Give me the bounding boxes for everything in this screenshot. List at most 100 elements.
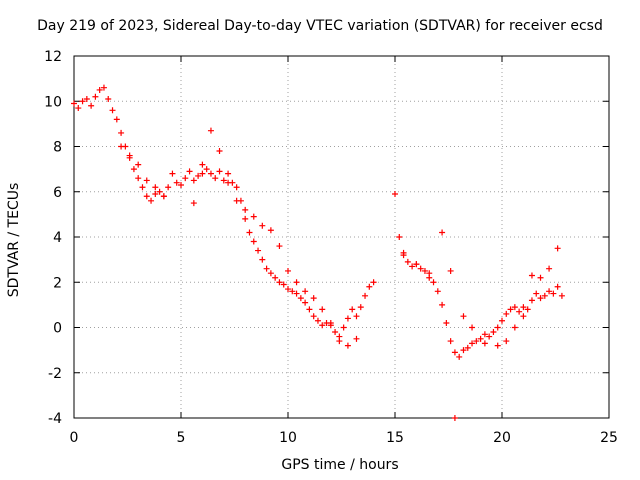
data-point bbox=[199, 170, 206, 177]
data-point bbox=[96, 86, 103, 93]
data-point bbox=[520, 304, 527, 311]
data-point bbox=[366, 283, 373, 290]
data-point bbox=[118, 143, 125, 150]
data-point bbox=[267, 227, 274, 234]
data-point bbox=[118, 129, 125, 136]
data-point bbox=[413, 261, 420, 268]
data-point bbox=[430, 279, 437, 286]
data-point bbox=[212, 175, 219, 182]
data-point bbox=[460, 313, 467, 320]
data-point bbox=[178, 181, 184, 188]
data-point bbox=[143, 193, 150, 200]
data-point bbox=[216, 168, 223, 175]
data-point bbox=[434, 288, 441, 295]
data-point bbox=[344, 342, 351, 349]
data-point bbox=[464, 344, 471, 351]
data-point bbox=[306, 306, 313, 313]
data-point bbox=[225, 170, 232, 177]
data-point bbox=[160, 193, 167, 200]
data-point bbox=[537, 295, 544, 302]
data-point bbox=[362, 292, 369, 299]
x-tick-label: 25 bbox=[600, 430, 618, 446]
data-point bbox=[207, 170, 214, 177]
data-point bbox=[139, 184, 146, 191]
data-point bbox=[528, 297, 535, 304]
data-point bbox=[447, 267, 454, 274]
data-point bbox=[511, 324, 518, 331]
y-tick-label: 12 bbox=[44, 49, 62, 65]
data-point bbox=[152, 184, 159, 191]
y-tick-label: 2 bbox=[53, 275, 62, 291]
data-point bbox=[494, 324, 501, 331]
data-point bbox=[503, 310, 510, 317]
data-point bbox=[370, 279, 377, 286]
data-point bbox=[148, 197, 155, 204]
data-point bbox=[353, 313, 360, 320]
data-point bbox=[135, 175, 142, 182]
data-point bbox=[319, 322, 326, 329]
data-point bbox=[314, 317, 321, 324]
x-tick-label: 0 bbox=[70, 430, 79, 446]
data-point bbox=[332, 329, 339, 336]
data-point bbox=[503, 338, 510, 345]
y-axis-label: SDTVAR / TECUs bbox=[6, 182, 22, 298]
data-point bbox=[109, 107, 116, 114]
y-tick-label: 0 bbox=[53, 321, 62, 337]
y-tick-label: 4 bbox=[53, 230, 62, 246]
data-point bbox=[344, 315, 351, 322]
data-point bbox=[550, 290, 557, 297]
data-point bbox=[554, 245, 561, 252]
data-point bbox=[456, 353, 463, 360]
data-point bbox=[481, 331, 488, 338]
data-point bbox=[182, 175, 189, 182]
data-point bbox=[105, 95, 112, 102]
data-point bbox=[88, 102, 95, 109]
data-point bbox=[421, 267, 428, 274]
data-point bbox=[250, 238, 257, 245]
data-point bbox=[190, 177, 197, 184]
data-point bbox=[285, 286, 291, 293]
data-point bbox=[404, 258, 411, 265]
data-point bbox=[439, 229, 446, 236]
data-point bbox=[186, 168, 193, 175]
data-point bbox=[242, 215, 249, 222]
data-point bbox=[293, 279, 300, 286]
grid-lines bbox=[74, 56, 609, 418]
x-tick-label: 15 bbox=[386, 430, 404, 446]
data-point bbox=[499, 317, 505, 324]
data-point bbox=[302, 288, 309, 295]
data-point bbox=[169, 170, 176, 177]
data-point bbox=[242, 206, 249, 213]
data-point bbox=[156, 188, 163, 195]
axis-ticks: 0 5 10 15 20 25 -4 -2 0 2 4 6 8 10 12 bbox=[44, 49, 618, 446]
data-point bbox=[520, 313, 527, 320]
x-tick-label: 20 bbox=[493, 430, 511, 446]
data-point bbox=[546, 288, 553, 295]
data-point bbox=[165, 184, 172, 191]
data-point bbox=[327, 319, 334, 326]
y-tick-label: -2 bbox=[48, 366, 62, 382]
data-point bbox=[250, 213, 257, 220]
data-point bbox=[233, 197, 240, 204]
x-tick-label: 10 bbox=[279, 430, 297, 446]
data-point bbox=[473, 338, 480, 345]
data-point bbox=[340, 324, 347, 331]
data-point bbox=[130, 166, 137, 173]
data-point bbox=[319, 306, 326, 313]
y-tick-label: -4 bbox=[48, 411, 62, 427]
data-point bbox=[426, 274, 433, 281]
data-point bbox=[199, 161, 206, 168]
data-point bbox=[417, 265, 424, 272]
data-point bbox=[79, 98, 86, 105]
data-point bbox=[272, 274, 279, 281]
data-point bbox=[533, 290, 540, 297]
data-point bbox=[516, 308, 523, 315]
data-point bbox=[216, 148, 223, 155]
data-point bbox=[469, 324, 476, 331]
data-point bbox=[83, 95, 90, 102]
data-point bbox=[546, 265, 553, 272]
data-point bbox=[126, 154, 133, 161]
data-point bbox=[537, 274, 544, 281]
data-point bbox=[203, 166, 210, 173]
data-point bbox=[490, 329, 497, 336]
